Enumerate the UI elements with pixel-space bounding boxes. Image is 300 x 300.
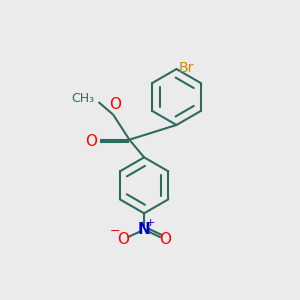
Text: O: O [159, 232, 171, 247]
Text: O: O [109, 97, 121, 112]
Text: O: O [85, 134, 97, 149]
Text: N: N [138, 222, 151, 237]
Text: O: O [117, 232, 129, 247]
Text: −: − [110, 225, 120, 238]
Text: +: + [146, 218, 155, 228]
Text: Br: Br [179, 61, 194, 75]
Text: CH₃: CH₃ [71, 92, 94, 105]
